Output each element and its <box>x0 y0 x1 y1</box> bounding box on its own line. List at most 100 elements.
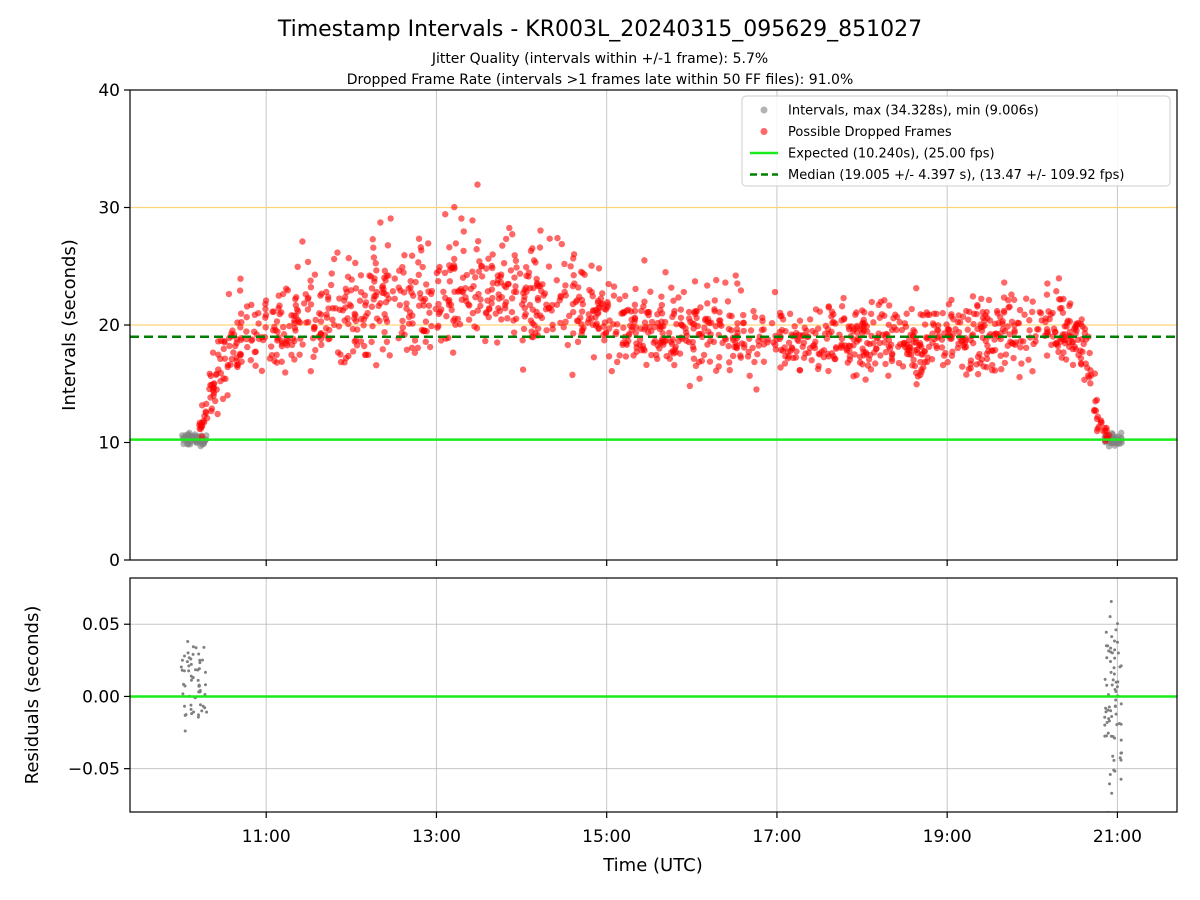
point-0-1-1431 <box>357 288 365 296</box>
point-0-1-1188 <box>995 319 1002 327</box>
point-0-1-363 <box>545 263 553 270</box>
point-0-1-1436 <box>498 316 505 323</box>
point-0-1-1320 <box>497 279 505 286</box>
point-0-1-670 <box>758 326 766 334</box>
point-0-1-1290 <box>658 293 665 300</box>
point-0-1-1203 <box>711 307 718 315</box>
point-0-1-1308 <box>918 366 925 373</box>
point-0-1-1350 <box>846 342 854 350</box>
point-0-1-1375 <box>1052 328 1059 336</box>
point-0-1-1335 <box>977 359 984 367</box>
point-0-1-1043 <box>409 320 416 327</box>
point-0-1-1109 <box>510 288 518 296</box>
point-0-1-1271 <box>1087 367 1094 374</box>
point-0-1-657 <box>1067 300 1074 307</box>
point-0-1-1321 <box>919 312 927 319</box>
point-1-0-62 <box>1104 710 1108 714</box>
point-1-0-13 <box>180 658 184 662</box>
point-0-1-675 <box>622 353 630 360</box>
point-0-1-689 <box>482 337 489 345</box>
point-0-1-1139 <box>716 321 724 328</box>
point-0-1-1469 <box>737 287 745 294</box>
point-0-1-1270 <box>859 361 866 368</box>
point-0-1-61 <box>613 358 621 366</box>
point-0-1-1303 <box>236 287 244 294</box>
point-0-1-1073 <box>305 294 312 302</box>
point-0-1-874 <box>458 215 465 222</box>
point-0-1-747 <box>812 330 819 337</box>
point-0-1-604 <box>533 275 540 283</box>
point-0-1-1157 <box>991 336 998 343</box>
point-1-0-49 <box>180 668 184 672</box>
point-0-1-1164 <box>262 314 269 321</box>
point-0-1-1063 <box>967 357 975 364</box>
point-1-0-37 <box>189 703 193 707</box>
point-0-1-1148 <box>641 257 648 264</box>
point-0-1-1402 <box>291 356 298 363</box>
point-0-1-1471 <box>822 322 830 330</box>
point-0-1-56 <box>327 281 335 289</box>
point-0-1-897 <box>323 288 330 296</box>
y-tick-label-0-3: 30 <box>98 199 120 219</box>
point-1-0-52 <box>192 710 196 714</box>
point-1-0-133 <box>1105 683 1109 687</box>
point-0-1-1390 <box>683 332 691 339</box>
point-1-0-3 <box>194 646 198 650</box>
point-0-1-162 <box>435 277 442 285</box>
point-0-1-834 <box>711 297 719 304</box>
point-1-0-95 <box>1106 731 1110 735</box>
y-tick-label-0-1: 10 <box>98 434 120 454</box>
point-0-1-774 <box>1026 317 1033 324</box>
point-0-1-1220 <box>740 327 747 335</box>
point-0-1-440 <box>262 324 269 331</box>
point-0-1-1393 <box>683 337 690 344</box>
point-1-0-39 <box>189 707 193 711</box>
point-0-1-1448 <box>1000 307 1008 315</box>
point-0-1-1455 <box>508 295 516 302</box>
point-0-1-90 <box>1028 308 1036 316</box>
point-1-0-94 <box>1107 705 1111 709</box>
point-0-1-954 <box>248 336 256 343</box>
point-0-1-1427 <box>904 346 911 354</box>
x-tick-label-1: 13:00 <box>412 827 461 847</box>
point-0-1-1418 <box>860 327 868 334</box>
point-0-1-344 <box>877 352 884 359</box>
point-0-1-1210 <box>292 302 300 309</box>
point-0-1-1492 <box>618 310 625 317</box>
point-0-1-1458 <box>787 347 794 355</box>
point-1-0-127 <box>1119 722 1123 726</box>
point-0-1-942 <box>273 351 280 359</box>
point-0-1-1476 <box>208 381 215 389</box>
point-0-1-1265 <box>631 314 639 321</box>
point-1-0-66 <box>1103 734 1107 738</box>
point-0-1-1341 <box>605 280 612 288</box>
point-0-1-955 <box>1053 288 1060 295</box>
point-0-1-937 <box>502 304 509 312</box>
point-0-1-1264 <box>381 267 389 275</box>
point-0-1-759 <box>244 343 251 351</box>
point-0-1-1367 <box>816 308 823 315</box>
point-0-1-771 <box>921 348 928 355</box>
point-0-1-629 <box>989 361 996 369</box>
point-1-0-73 <box>1110 715 1114 719</box>
point-1-0-25 <box>186 639 190 643</box>
point-0-1-1494 <box>694 322 701 330</box>
point-0-1-949 <box>554 234 561 242</box>
point-0-1-701 <box>423 281 430 288</box>
point-0-1-64 <box>567 263 574 270</box>
point-0-1-1499 <box>958 338 965 345</box>
point-0-1-1190 <box>225 290 233 298</box>
point-1-0-118 <box>1109 646 1113 650</box>
point-0-1-1287 <box>207 394 214 401</box>
point-0-1-274 <box>237 324 244 331</box>
point-0-1-1415 <box>745 348 752 356</box>
point-1-0-89 <box>1119 738 1123 742</box>
point-0-1-55 <box>443 313 450 320</box>
point-0-1-902 <box>478 273 486 280</box>
point-0-1-1226 <box>888 355 896 362</box>
chart-subtitle-jitter: Jitter Quality (intervals within +/-1 fr… <box>431 51 768 67</box>
point-0-1-1429 <box>601 305 608 312</box>
residuals-panel: 0.05 0.00 −0.05 11:00 13:00 15:00 17:00 19:00 21… <box>68 577 1178 847</box>
point-0-1-936 <box>483 265 490 272</box>
point-0-1-1304 <box>633 344 640 351</box>
